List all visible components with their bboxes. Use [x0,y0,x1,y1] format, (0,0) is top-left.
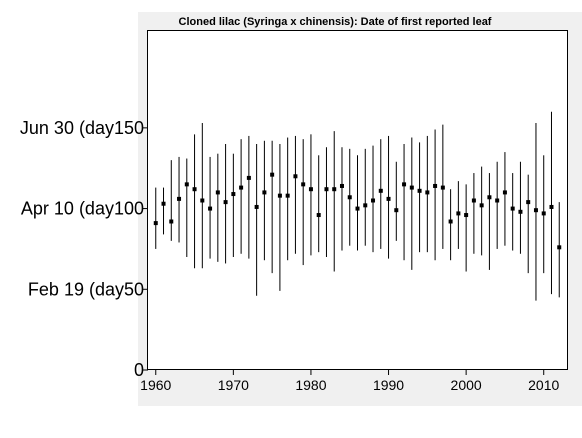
mean-point [394,208,399,213]
mean-point [378,188,383,193]
mean-point [456,211,461,216]
mean-point [440,185,445,190]
mean-point [510,206,515,211]
mean-point [363,203,368,208]
y-tick-label: 0 [134,360,144,380]
mean-point [533,208,538,213]
chart-title: Cloned lilac (Syringa x chinensis): Date… [179,16,492,28]
mean-point [417,188,422,193]
mean-point [409,185,414,190]
mean-point [200,198,205,203]
mean-point [184,182,189,187]
mean-point [479,203,484,208]
mean-point [285,193,290,198]
mean-point [308,187,313,192]
mean-point [371,198,376,203]
mean-point [246,175,251,180]
mean-point [332,187,337,192]
mean-point [495,198,500,203]
mean-point [153,221,158,226]
mean-point [448,219,453,224]
mean-point [270,172,275,177]
mean-point [208,206,213,211]
mean-point [487,195,492,200]
mean-point [324,187,329,192]
mean-point [518,209,523,214]
mean-point [231,192,236,197]
mean-point [347,195,352,200]
x-tick-label: 1970 [218,377,249,393]
mean-point [402,182,407,187]
mean-point [215,190,220,195]
mean-point [277,193,282,198]
mean-point [177,196,182,201]
mean-point [192,187,197,192]
mean-point [425,190,430,195]
mean-point [239,185,244,190]
mean-point [502,190,507,195]
y-tick-label: Jun 30 (day150 [20,118,144,138]
x-tick-label: 2010 [528,377,559,393]
mean-point [464,213,469,218]
mean-point [526,200,531,205]
y-axis: 0 Feb 19 (day50 Apr 10 (day100 Jun 30 (day1… [20,118,148,380]
x-tick-label: 2000 [451,377,482,393]
mean-point [161,201,166,206]
mean-point [557,245,562,250]
mean-point [386,196,391,201]
mean-point [293,174,298,179]
mean-point [316,213,321,218]
mean-point [549,204,554,209]
mean-point [355,206,360,211]
range-lines [155,111,560,301]
x-tick-label: 1980 [295,377,326,393]
mean-point [471,198,476,203]
mean-point [223,200,228,205]
mean-point [254,204,259,209]
mean-point [301,182,306,187]
x-tick-label: 1990 [373,377,404,393]
mean-point [339,183,344,188]
mean-markers [153,172,562,250]
y-tick-label: Feb 19 (day50 [28,279,144,299]
mean-point [262,190,267,195]
mean-point [169,219,174,224]
mean-point [541,211,546,216]
y-tick-label: Apr 10 (day100 [21,199,144,219]
x-tick-label: 1960 [140,377,171,393]
mean-point [433,183,438,188]
x-axis: 1960 1970 1980 1990 2000 2010 [140,370,560,393]
